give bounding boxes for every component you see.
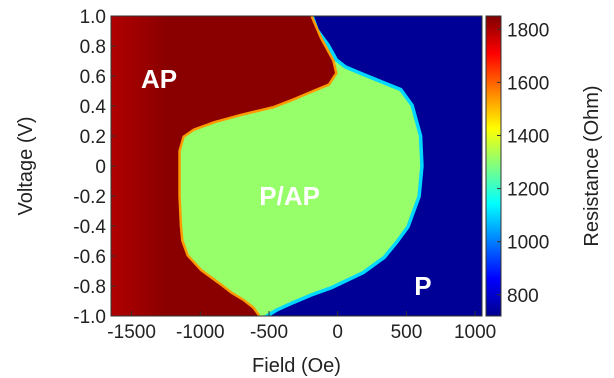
y-tick-label: 1.0 [80, 7, 106, 28]
colorbar-gradient [486, 16, 501, 316]
region-label: AP [141, 64, 177, 94]
colorbar-frame [485, 15, 502, 317]
colorbar-tick-label: 800 [507, 286, 539, 307]
y-tick-label: 0.2 [80, 127, 106, 148]
y-tick-label: 0.4 [80, 97, 107, 118]
x-axis-label: Field (Oe) [252, 355, 341, 377]
plot-area [111, 16, 482, 316]
x-tick-label: -500 [250, 322, 288, 343]
x-tick-label: 1000 [454, 322, 496, 343]
y-tick-label: -1.0 [73, 307, 106, 328]
y-tick-label: -0.6 [73, 247, 106, 268]
colorbar-tick-label: 1800 [507, 20, 549, 41]
y-tick-label: 0 [95, 157, 106, 178]
y-tick-label: -0.4 [73, 217, 106, 238]
colorbar-tick-label: 1400 [507, 126, 549, 147]
x-tick-label: 500 [391, 322, 423, 343]
region-label: P [414, 271, 431, 301]
colorbar-tick-label: 1200 [507, 180, 549, 201]
axes: -1500 -1000 -500 0 500 1000 1.0 0.8 0.6 0.4 0.2 0 -0… [15, 7, 496, 377]
colorbar-tick-label: 1600 [507, 73, 549, 94]
x-tick-label: -1500 [107, 322, 156, 343]
y-axis-label: Voltage (V) [15, 117, 37, 216]
region-label: P/AP [259, 181, 320, 211]
y-tick-label: 0.8 [80, 37, 106, 58]
y-tick-label: 0.6 [80, 67, 106, 88]
x-tick-label: -1000 [176, 322, 225, 343]
colorbar-label: Resistance (Ohm) [581, 85, 603, 246]
colorbar: 800 1000 1200 1400 1600 1800 Resistance (Ohm) [485, 15, 603, 317]
region-ap [111, 16, 335, 316]
colorbar-tick-label: 1000 [507, 233, 549, 254]
regions-group [111, 16, 424, 316]
x-tick-label: 0 [332, 322, 343, 343]
y-tick-label: -0.2 [73, 187, 106, 208]
y-tick-label: -0.8 [73, 277, 106, 298]
